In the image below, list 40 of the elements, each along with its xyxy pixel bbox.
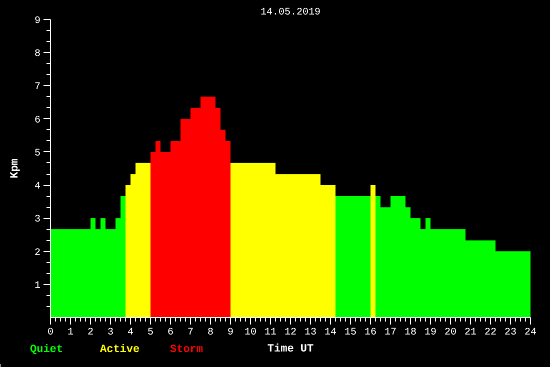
y-tick-label: 8	[34, 49, 41, 60]
text: Storm	[170, 343, 204, 358]
x-tick-label: 15	[344, 328, 357, 338]
x-tick-label: 19	[424, 328, 437, 338]
x-tick-label: 16	[364, 328, 377, 338]
x-tick-label: 20	[444, 328, 457, 338]
x-tick-label: 7	[188, 328, 194, 338]
y-tick-label: 1	[34, 280, 41, 292]
x-tick-label: 3	[108, 328, 114, 338]
x-tick-label: 1	[68, 328, 74, 338]
x-tick-label: 6	[168, 328, 174, 338]
y-tick-label: 9	[34, 16, 41, 27]
y-tick-label: 5	[34, 148, 41, 160]
x-tick-label: 13	[304, 328, 317, 338]
y-tick-label: 6	[34, 115, 41, 126]
y-tick-label: 7	[34, 82, 41, 94]
x-axis-title: Time UT	[267, 344, 314, 356]
x-tick-label: 22	[484, 328, 497, 338]
x-tick-label: 5	[148, 328, 154, 338]
x-tick-label: 11	[264, 328, 277, 338]
y-tick-label: 4	[34, 182, 41, 193]
x-tick-label: 23	[504, 328, 517, 338]
x-tick-label: 2	[88, 328, 94, 338]
x-tick-label: 12	[284, 328, 297, 338]
y-axis-title: Kpm	[10, 158, 22, 178]
x-tick-label: 14	[324, 328, 337, 338]
text: Active	[100, 343, 141, 358]
x-tick-label: 21	[464, 328, 477, 338]
x-tick-label: 18	[404, 328, 417, 338]
x-tick-label: 10	[244, 328, 257, 338]
x-tick-label: 4	[128, 328, 134, 338]
chart-title: 14.05.2019	[260, 8, 321, 18]
x-tick-label: 9	[228, 328, 234, 338]
x-tick-label: 0	[48, 328, 54, 338]
y-tick-label: 3	[34, 214, 41, 226]
text: Quiet	[30, 343, 64, 358]
x-tick-label: 24	[524, 328, 537, 338]
x-tick-label: 17	[384, 328, 397, 338]
x-tick-label: 8	[208, 328, 214, 338]
y-tick-label: 2	[34, 248, 41, 259]
